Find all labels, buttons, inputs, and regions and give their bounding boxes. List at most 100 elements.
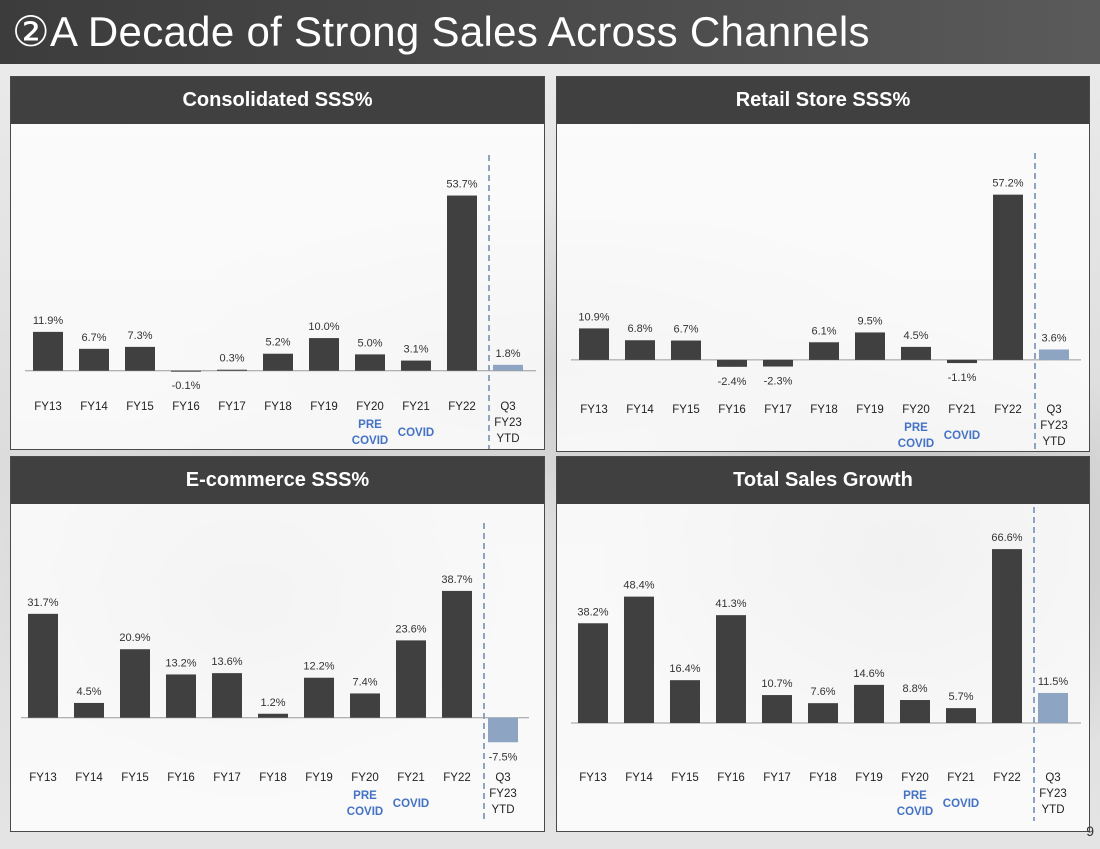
data-label: 14.6% [853,668,884,680]
bar-fy20 [901,346,931,360]
category-label: FY21 [947,772,975,784]
page-number: 9 [1086,823,1094,839]
category-label: FY19 [305,772,333,784]
bar-fy21 [946,708,976,723]
bar-fy20 [355,354,385,371]
category-label: FY18 [259,772,287,784]
bar-fy15 [125,346,155,371]
data-label: -0.1% [172,380,201,392]
bar-fy17 [762,695,792,723]
category-label: Q3 [1046,404,1061,416]
category-label: FY15 [121,772,149,784]
category-label: FY18 [810,404,838,416]
category-label: FY16 [172,401,200,413]
data-label: 1.2% [260,697,285,709]
data-label: 6.7% [673,324,698,336]
data-label: 48.4% [623,580,654,592]
bar-fy18 [263,353,293,371]
bar-fy17 [212,673,242,718]
data-label: 7.3% [127,330,152,342]
category-label: FY22 [443,772,471,784]
covid-annotation: PRE [353,790,377,802]
bar-fy13 [579,328,609,360]
data-label: 8.8% [902,683,927,695]
bar-fy16 [717,359,747,367]
chart-title: Total Sales Growth [557,457,1089,504]
bar-fy21 [947,359,977,364]
category-label: FY19 [855,772,883,784]
category-label: FY15 [671,772,699,784]
bar-fy13 [33,331,63,371]
data-label: 4.5% [76,686,101,698]
bar-fy14 [79,348,109,371]
category-label: YTD [1042,804,1065,816]
data-label: 6.8% [627,323,652,335]
category-label: FY17 [218,401,246,413]
category-label: Q3 [1045,772,1060,784]
data-label: 6.1% [811,325,836,337]
bar-fy20 [350,693,380,718]
category-label: FY16 [718,404,746,416]
data-label: 20.9% [119,632,150,644]
data-label: 31.7% [27,597,58,609]
data-label: 38.7% [441,574,472,586]
bar-q3-fy23-ytd [488,717,518,743]
total-sales-growth-chart: 38.2% FY13 48.4% FY14 16.4% FY15 41.3% FY16 10.7… [571,507,1081,821]
ecommerce-sss-panel: E-commerce SSS% 31.7% FY13 4.5% FY14 20.9% FY… [10,456,545,832]
category-label: FY22 [448,401,476,413]
data-label: 13.6% [211,656,242,668]
bar-fy13 [28,613,58,718]
category-label: FY13 [579,772,607,784]
bar-fy17 [217,369,247,371]
category-label: FY17 [764,404,792,416]
category-label: FY23 [1039,788,1067,800]
bar-fy22 [447,195,477,371]
bar-fy14 [625,340,655,360]
category-label: FY19 [856,404,884,416]
covid-annotation: PRE [904,422,928,434]
data-label: 38.2% [577,606,608,618]
data-label: 10.0% [308,321,339,333]
category-label: FY19 [310,401,338,413]
bar-q3-fy23-ytd [1039,349,1069,360]
data-label: 66.6% [991,532,1022,544]
bar-q3-fy23-ytd [493,364,523,371]
bar-fy19 [855,332,885,360]
category-label: YTD [497,433,520,445]
consolidated-sss-panel: Consolidated SSS% 11.9% FY13 6.7% FY14 7.3% F… [10,76,545,450]
data-label: 3.1% [403,344,428,356]
data-label: 41.3% [715,598,746,610]
data-label: 10.7% [761,678,792,690]
page-title: ②A Decade of Strong Sales Across Channel… [12,8,870,55]
category-label: FY13 [29,772,57,784]
category-label: FY18 [809,772,837,784]
category-label: FY23 [1040,420,1068,432]
covid-annotation: PRE [903,790,927,802]
bar-fy14 [74,702,104,718]
category-label: FY14 [625,772,653,784]
category-label: FY21 [397,772,425,784]
category-label: FY22 [993,772,1021,784]
bar-fy19 [304,677,334,718]
category-label: FY23 [494,417,522,429]
data-label: 5.0% [357,337,382,349]
category-label: FY14 [80,401,108,413]
category-label: FY14 [75,772,103,784]
data-label: -2.3% [764,376,793,388]
category-label: FY17 [763,772,791,784]
data-label: 7.6% [810,686,835,698]
category-label: FY16 [717,772,745,784]
bar-fy18 [808,703,838,723]
category-label: Q3 [495,772,510,784]
data-label: 9.5% [857,315,882,327]
chart-title: Retail Store SSS% [557,77,1089,124]
category-label: FY21 [948,404,976,416]
bar-fy16 [166,674,196,718]
category-label: FY15 [672,404,700,416]
covid-annotation: COVID [943,798,979,810]
bar-fy19 [309,338,339,371]
title-bar: ②A Decade of Strong Sales Across Channel… [0,0,1100,64]
category-label: Q3 [500,401,515,413]
data-label: 23.6% [395,623,426,635]
data-label: 4.5% [903,330,928,342]
